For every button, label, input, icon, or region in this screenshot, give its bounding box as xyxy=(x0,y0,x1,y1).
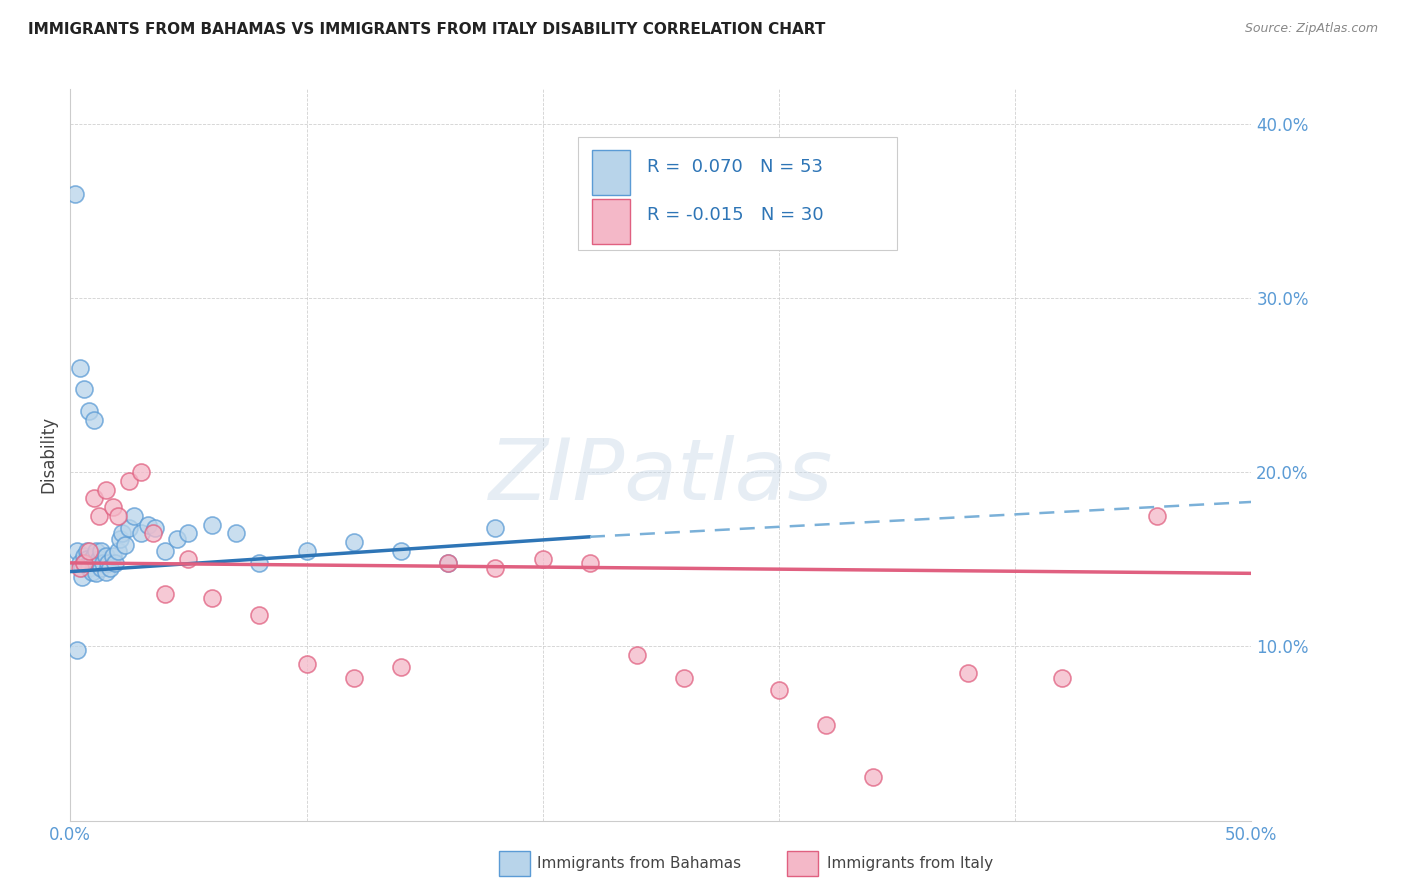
Point xyxy=(247,608,270,623)
Point xyxy=(70,570,93,584)
Point xyxy=(1146,508,1168,523)
Point xyxy=(90,561,112,575)
Point xyxy=(201,591,224,605)
Text: Immigrants from Bahamas: Immigrants from Bahamas xyxy=(537,856,741,871)
Point xyxy=(484,521,506,535)
Point xyxy=(129,466,152,480)
Point xyxy=(101,500,124,515)
Point xyxy=(956,665,979,680)
Point xyxy=(87,556,110,570)
Point xyxy=(66,543,89,558)
Point xyxy=(84,543,107,558)
Point xyxy=(177,552,200,566)
Point xyxy=(100,561,122,575)
Point xyxy=(73,556,96,570)
Point xyxy=(84,566,107,581)
Point xyxy=(484,561,506,575)
Point xyxy=(114,539,136,553)
Point xyxy=(83,413,105,427)
Point xyxy=(1052,671,1074,685)
Point xyxy=(437,556,460,570)
Point xyxy=(94,549,117,563)
Text: R =  0.070   N = 53: R = 0.070 N = 53 xyxy=(647,158,823,176)
Point xyxy=(122,508,145,523)
Point xyxy=(94,483,117,497)
Text: R = -0.015   N = 30: R = -0.015 N = 30 xyxy=(647,206,824,224)
Point xyxy=(69,561,91,575)
Point xyxy=(97,556,120,570)
Point xyxy=(90,543,112,558)
Point xyxy=(73,382,96,396)
Point xyxy=(63,186,86,201)
Point xyxy=(73,556,96,570)
Point xyxy=(768,683,790,698)
Point xyxy=(177,526,200,541)
Point xyxy=(66,643,89,657)
Y-axis label: Disability: Disability xyxy=(39,417,58,493)
Point xyxy=(626,648,648,663)
Point xyxy=(83,491,105,506)
Point xyxy=(673,671,696,685)
Bar xyxy=(592,199,630,244)
Point xyxy=(94,565,117,579)
Point xyxy=(389,543,412,558)
FancyBboxPatch shape xyxy=(578,136,897,250)
Point xyxy=(80,552,103,566)
Point xyxy=(166,532,188,546)
Text: Source: ZipAtlas.com: Source: ZipAtlas.com xyxy=(1244,22,1378,36)
Point xyxy=(87,552,110,566)
Point xyxy=(815,718,838,732)
Point xyxy=(136,517,159,532)
Point xyxy=(225,526,247,541)
Point xyxy=(118,474,141,488)
Point xyxy=(247,556,270,570)
Point xyxy=(118,521,141,535)
Point xyxy=(153,543,176,558)
Text: Immigrants from Italy: Immigrants from Italy xyxy=(827,856,993,871)
Point xyxy=(77,561,100,575)
Point xyxy=(108,532,131,546)
Bar xyxy=(592,150,630,195)
Point xyxy=(87,508,110,523)
Point xyxy=(101,549,124,563)
Point xyxy=(70,561,93,575)
Point xyxy=(77,404,100,418)
Point xyxy=(77,556,100,570)
Point xyxy=(93,556,115,570)
Point xyxy=(107,543,129,558)
Point xyxy=(153,587,176,601)
Point xyxy=(76,552,98,566)
Point xyxy=(295,543,318,558)
Point xyxy=(531,552,554,566)
Point xyxy=(143,521,166,535)
Point xyxy=(862,770,884,784)
Point xyxy=(142,526,165,541)
Text: ZIPatlas: ZIPatlas xyxy=(489,435,832,518)
Point xyxy=(104,556,127,570)
Point xyxy=(295,657,318,671)
Text: IMMIGRANTS FROM BAHAMAS VS IMMIGRANTS FROM ITALY DISABILITY CORRELATION CHART: IMMIGRANTS FROM BAHAMAS VS IMMIGRANTS FR… xyxy=(28,22,825,37)
Point xyxy=(80,565,103,579)
Point xyxy=(343,535,366,549)
Point xyxy=(129,526,152,541)
Point xyxy=(73,549,96,563)
Point xyxy=(69,556,91,570)
Point xyxy=(83,549,105,563)
Point xyxy=(343,671,366,685)
Point xyxy=(83,556,105,570)
Point xyxy=(579,556,602,570)
Point xyxy=(111,526,134,541)
Point xyxy=(76,543,98,558)
Point xyxy=(77,543,100,558)
Point xyxy=(389,660,412,674)
Point xyxy=(107,508,129,523)
Point xyxy=(437,556,460,570)
Point xyxy=(69,360,91,375)
Point xyxy=(201,517,224,532)
